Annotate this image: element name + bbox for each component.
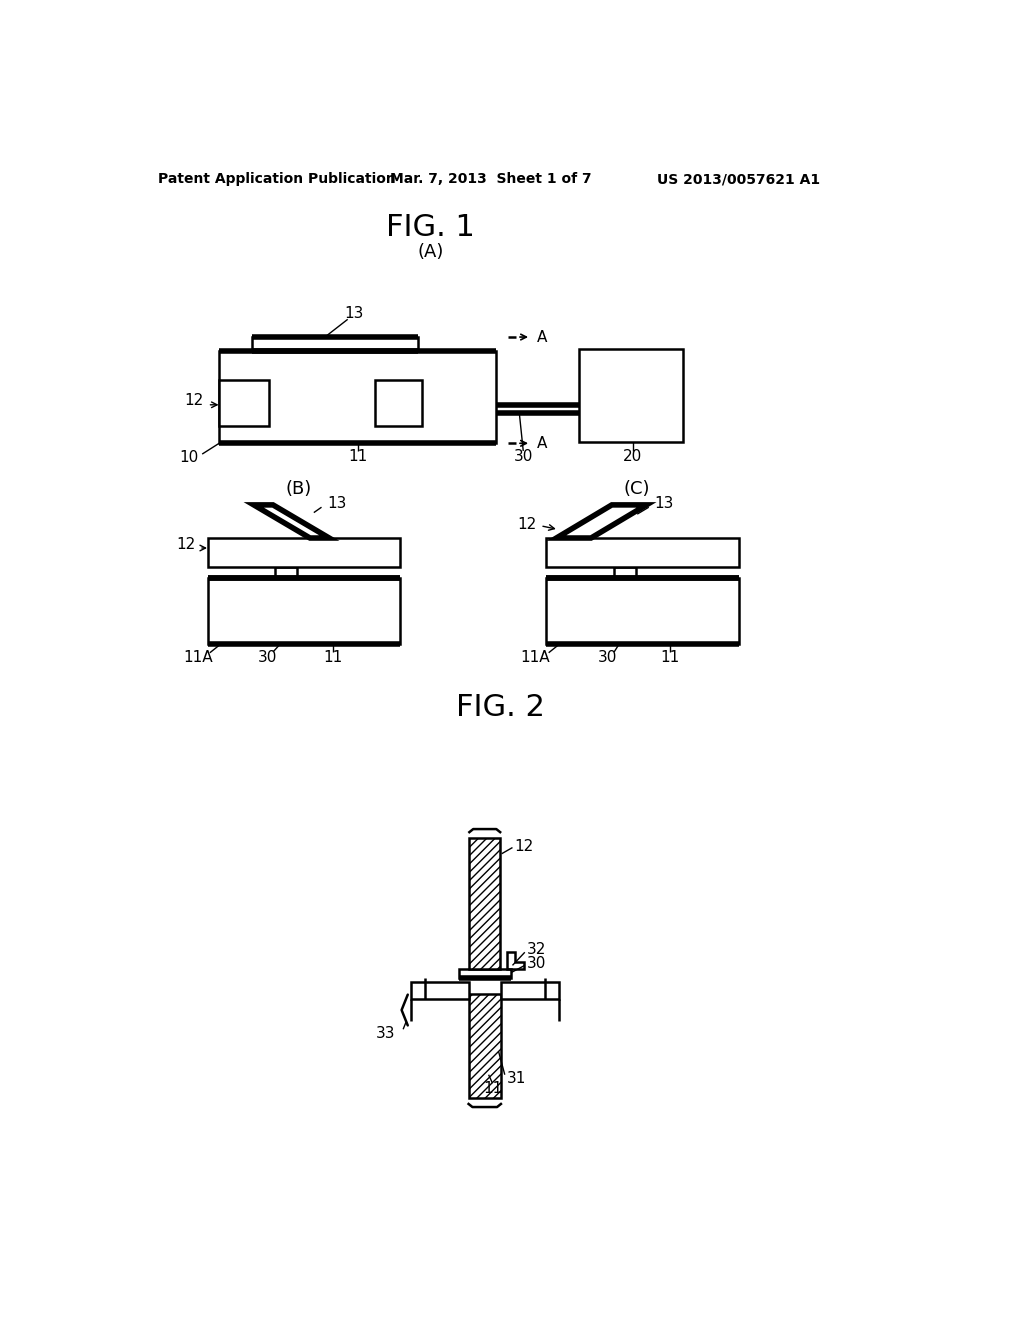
Text: (A): (A): [418, 243, 444, 261]
Text: FIG. 2: FIG. 2: [456, 693, 545, 722]
Bar: [547, 578, 739, 644]
Text: 11: 11: [324, 649, 343, 665]
Text: Patent Application Publication: Patent Application Publication: [158, 172, 395, 186]
Text: A: A: [538, 330, 548, 345]
Text: 12: 12: [514, 838, 534, 854]
Text: 12: 12: [176, 537, 196, 553]
Bar: [275, 568, 297, 578]
Text: (B): (B): [286, 480, 311, 499]
Text: 12: 12: [184, 393, 204, 408]
Text: US 2013/0057621 A1: US 2013/0057621 A1: [657, 172, 820, 186]
Text: 30: 30: [514, 449, 532, 463]
Text: A: A: [538, 436, 548, 451]
Bar: [376, 380, 422, 426]
Text: 11: 11: [659, 649, 679, 665]
Bar: [501, 982, 559, 999]
Bar: [219, 351, 497, 444]
Bar: [469, 994, 501, 1098]
Text: 30: 30: [598, 649, 617, 665]
Text: 13: 13: [654, 496, 674, 511]
Text: 30: 30: [258, 649, 278, 665]
Bar: [614, 568, 636, 578]
Text: 12: 12: [517, 516, 537, 532]
Text: 30: 30: [527, 956, 547, 970]
Text: 20: 20: [623, 449, 642, 463]
Text: 13: 13: [344, 306, 364, 322]
Text: 31: 31: [506, 1071, 525, 1086]
Text: 10: 10: [179, 450, 199, 465]
Bar: [208, 578, 400, 644]
Text: 11: 11: [348, 449, 368, 463]
Text: 11A: 11A: [183, 649, 213, 665]
Bar: [547, 539, 739, 568]
Text: 11: 11: [483, 1081, 502, 1096]
Bar: [459, 969, 511, 978]
Text: FIG. 1: FIG. 1: [386, 214, 475, 242]
Text: Mar. 7, 2013  Sheet 1 of 7: Mar. 7, 2013 Sheet 1 of 7: [390, 172, 592, 186]
Text: 11A: 11A: [520, 649, 550, 665]
Text: 13: 13: [327, 496, 346, 511]
Bar: [469, 838, 500, 969]
Bar: [252, 337, 418, 351]
Text: (C): (C): [624, 480, 650, 499]
Bar: [411, 982, 469, 999]
Text: 32: 32: [527, 942, 547, 957]
Bar: [219, 380, 269, 426]
Text: 33: 33: [376, 1026, 395, 1040]
Bar: [208, 539, 400, 568]
Bar: [579, 350, 683, 442]
